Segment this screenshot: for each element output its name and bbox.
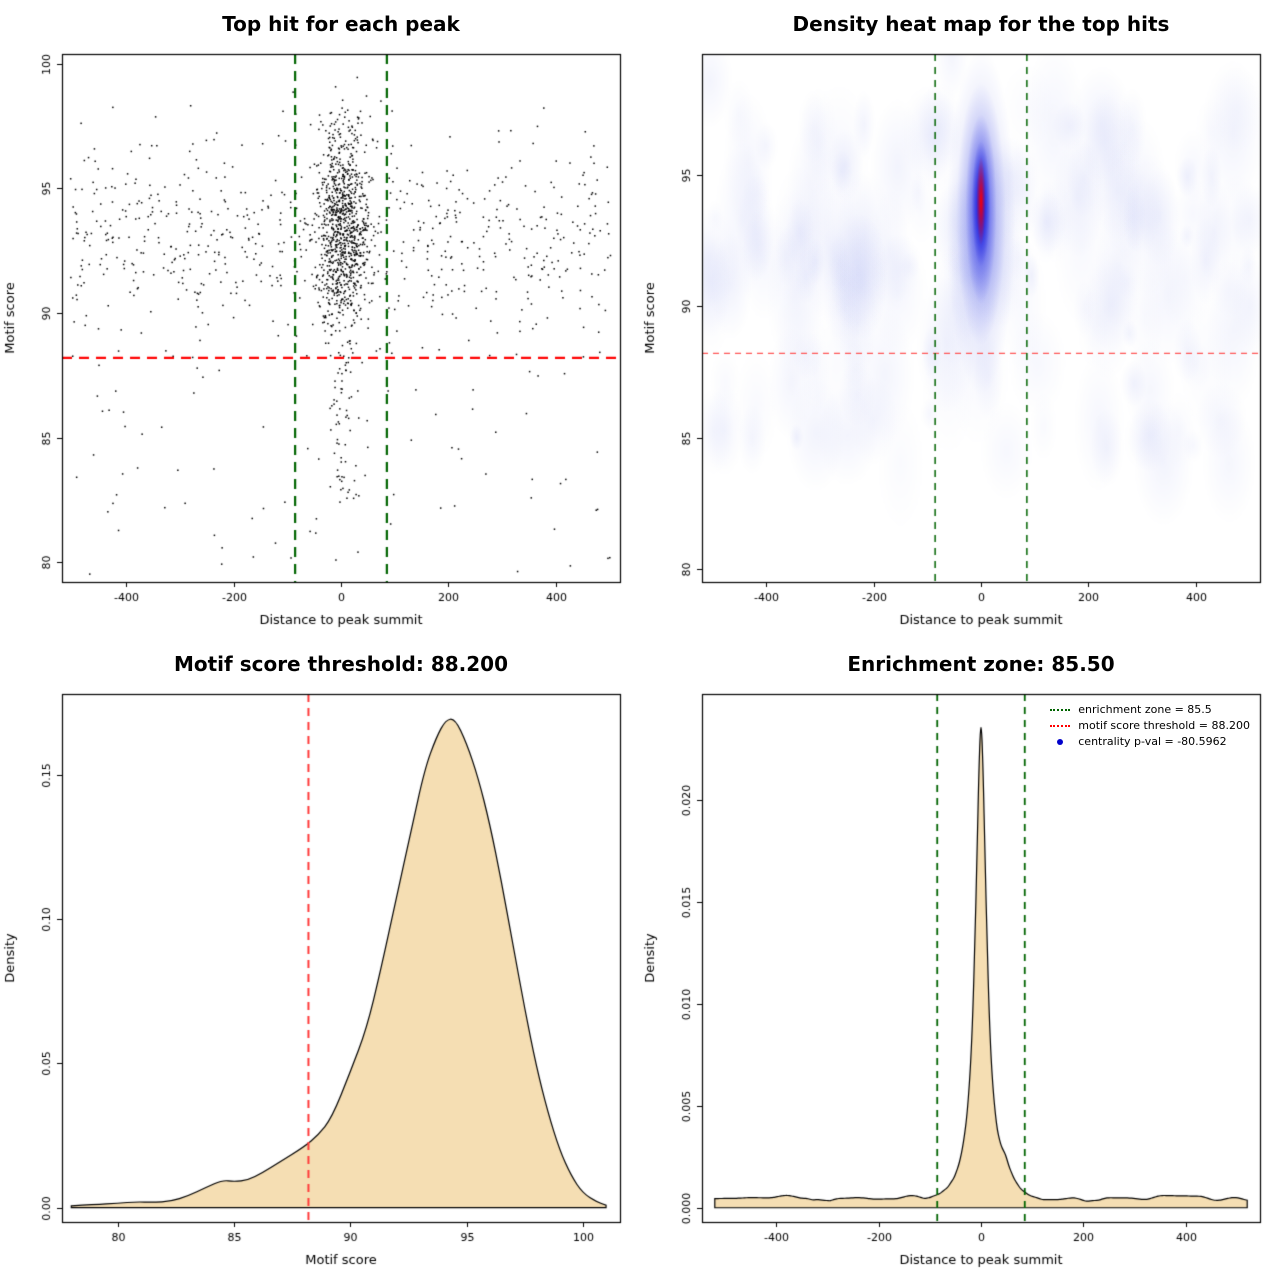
legend-label: enrichment zone = 85.5 bbox=[1078, 703, 1212, 716]
motif-threshold-line-swatch bbox=[1049, 721, 1071, 731]
panel-motif-score-density: Motif score threshold: 88.200 bbox=[0, 640, 640, 1280]
plot-legend: enrichment zone = 85.5 motif score thres… bbox=[1049, 702, 1250, 750]
motif-score-density-canvas bbox=[0, 682, 640, 1280]
top-hit-scatter-canvas bbox=[0, 42, 640, 640]
panel-density-heatmap: Density heat map for the top hits bbox=[640, 0, 1280, 640]
centrality-pval-dot-swatch bbox=[1049, 737, 1071, 747]
panel-title-enrichment-zone: Enrichment zone: 85.50 bbox=[847, 652, 1115, 676]
legend-item-centrality-pval: centrality p-val = -80.5962 bbox=[1049, 734, 1250, 750]
enrichment-zone-density-canvas bbox=[640, 682, 1280, 1280]
legend-item-motif-score-threshold: motif score threshold = 88.200 bbox=[1049, 718, 1250, 734]
enrichment-zone-line-swatch bbox=[1049, 705, 1071, 715]
panel-top-hit-scatter: Top hit for each peak bbox=[0, 0, 640, 640]
legend-label: centrality p-val = -80.5962 bbox=[1078, 735, 1227, 748]
density-heatmap-canvas bbox=[640, 42, 1280, 640]
panel-title-motif-score-density: Motif score threshold: 88.200 bbox=[173, 652, 509, 676]
legend-item-enrichment-zone: enrichment zone = 85.5 bbox=[1049, 702, 1250, 718]
legend-label: motif score threshold = 88.200 bbox=[1078, 719, 1250, 732]
panel-title-top-hit-scatter: Top hit for each peak bbox=[222, 12, 460, 36]
panel-enrichment-zone-density: Enrichment zone: 85.50 enrichment zone =… bbox=[640, 640, 1280, 1280]
panel-title-density-heatmap: Density heat map for the top hits bbox=[792, 12, 1170, 36]
